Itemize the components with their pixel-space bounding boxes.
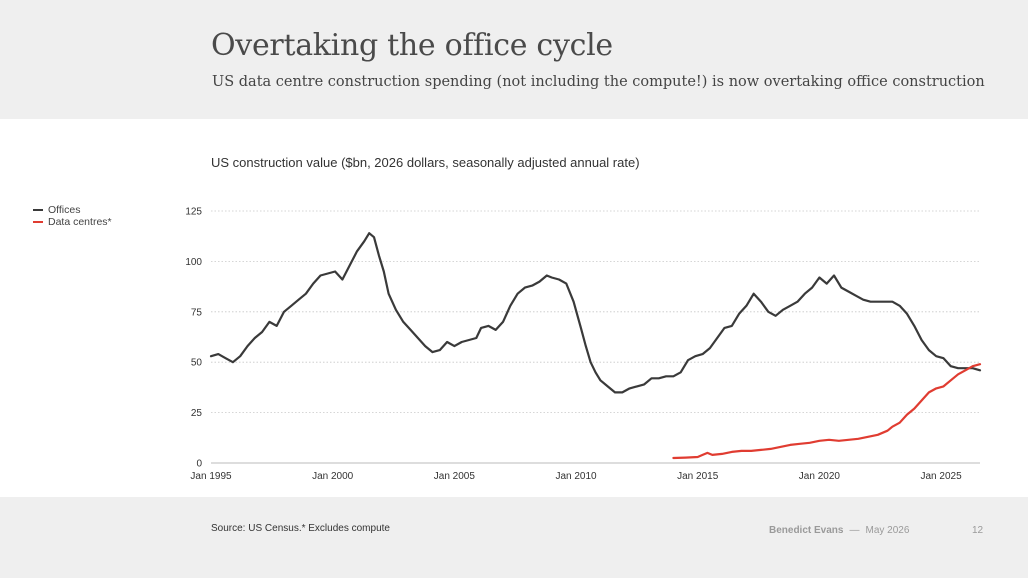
credit-separator: — bbox=[849, 525, 860, 536]
y-tick-label-100: 100 bbox=[185, 257, 202, 268]
page-number: 12 bbox=[972, 525, 984, 536]
x-tick-label-2020: Jan 2020 bbox=[799, 471, 841, 482]
slide-subtitle: US data centre construction spending (no… bbox=[212, 74, 985, 90]
footer-band: Source: US Census.* Excludes compute Ben… bbox=[0, 497, 1028, 578]
y-tick-label-0: 0 bbox=[196, 459, 202, 470]
x-tick-label-2025: Jan 2025 bbox=[920, 471, 962, 482]
x-tick-label-1995: Jan 1995 bbox=[190, 471, 232, 482]
legend-swatch-data-centres bbox=[33, 221, 43, 223]
credit: Benedict Evans — May 2026 bbox=[769, 525, 909, 536]
x-tick-label-2005: Jan 2005 bbox=[434, 471, 476, 482]
chart-title: US construction value ($bn, 2026 dollars… bbox=[211, 155, 640, 170]
header-band: Overtaking the office cycle US data cent… bbox=[0, 0, 1028, 119]
credit-date: May 2026 bbox=[865, 525, 910, 536]
y-tick-label-75: 75 bbox=[191, 307, 203, 318]
series-line-data-centres bbox=[672, 363, 982, 460]
x-tick-label-2010: Jan 2010 bbox=[555, 471, 597, 482]
x-tick-label-2015: Jan 2015 bbox=[677, 471, 719, 482]
source-note: Source: US Census.* Excludes compute bbox=[211, 523, 390, 534]
legend-item-offices: Offices bbox=[33, 204, 112, 216]
series-line-offices bbox=[209, 232, 982, 394]
y-tick-label-25: 25 bbox=[191, 408, 203, 419]
y-tick-label-50: 50 bbox=[191, 358, 203, 369]
y-tick-label-125: 125 bbox=[185, 207, 202, 218]
author-name: Benedict Evans bbox=[769, 525, 844, 536]
slide-title: Overtaking the office cycle bbox=[211, 28, 613, 63]
chart-legend: Offices Data centres* bbox=[33, 204, 112, 228]
legend-label-data-centres: Data centres* bbox=[48, 216, 112, 228]
line-chart: 0 25 50 75 100 125 Jan 1995 Jan 2000 Jan 2005 Jan… bbox=[185, 207, 982, 482]
legend-label-offices: Offices bbox=[48, 204, 81, 216]
x-tick-label-2000: Jan 2000 bbox=[312, 471, 354, 482]
legend-swatch-offices bbox=[33, 209, 43, 211]
legend-item-data-centres: Data centres* bbox=[33, 216, 112, 228]
